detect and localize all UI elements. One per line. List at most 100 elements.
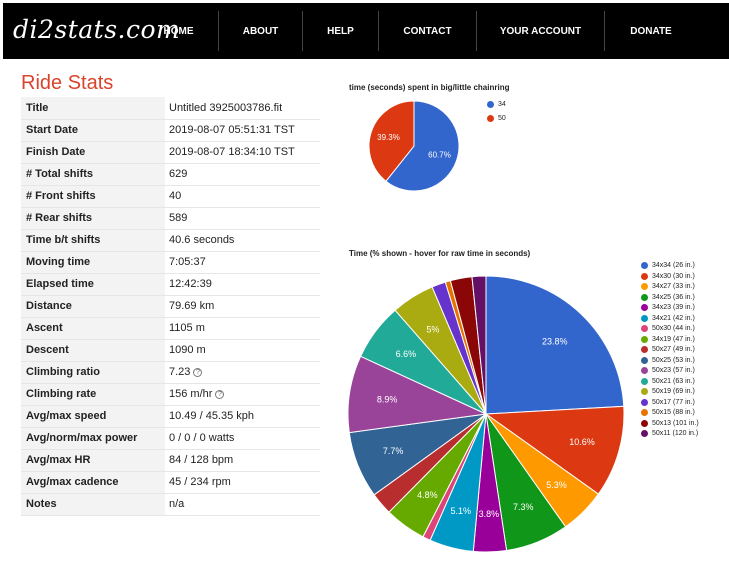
pie-slice[interactable] [385, 100, 460, 192]
ride-stats-panel: Ride Stats Title Untitled 3925003786.fit S… [0, 59, 340, 576]
stat-value: 7:05:37 [169, 256, 206, 268]
site-logo[interactable]: di2stats.com [13, 15, 181, 44]
stat-label: Time b/t shifts [21, 229, 165, 252]
stat-value: 2019-08-07 05:51:31 TST [169, 124, 295, 136]
stat-value-cell: 1105 m [165, 317, 320, 340]
stat-label: Start Date [21, 119, 165, 142]
stat-value-cell: n/a [165, 493, 320, 516]
stats-row: Notes n/a [21, 493, 320, 516]
stat-value-cell: 40 [165, 185, 320, 208]
legend-swatch [641, 346, 648, 353]
legend-item[interactable]: 50x13 (101 in.) [641, 419, 699, 427]
stats-row: Avg/max speed 10.49 / 45.35 kph [21, 405, 320, 428]
legend-label: 50x15 (88 in.) [652, 409, 695, 416]
legend-item[interactable]: 34x34 (26 in.) [641, 262, 695, 269]
stat-label: Avg/norm/max power [21, 427, 165, 450]
stat-value: 7.23 [169, 366, 191, 378]
pie-slice[interactable] [368, 100, 415, 182]
slice-label: 10.6% [569, 437, 595, 447]
stat-value: 84 / 128 bpm [169, 454, 234, 466]
stats-row: Time b/t shifts 40.6 seconds [21, 229, 320, 252]
stats-row: Ascent 1105 m [21, 317, 320, 340]
chainring-pie-chart[interactable]: 60.7% 39.3% [340, 93, 729, 233]
pie-slice[interactable] [485, 275, 625, 415]
legend-label: 50x19 (69 in.) [652, 388, 695, 395]
stat-value: 1090 m [169, 344, 206, 356]
legend-item[interactable]: 50x23 (57 in.) [641, 367, 695, 374]
stat-label: Ascent [21, 317, 165, 340]
stat-value-cell: 7:05:37 [165, 251, 320, 274]
legend-item[interactable]: 50x17 (77 in.) [641, 398, 695, 406]
stats-row: Avg/max cadence 45 / 234 rpm [21, 471, 320, 494]
legend-item[interactable]: 50x30 (44 in.) [641, 325, 695, 332]
legend-item[interactable]: 50x25 (53 in.) [641, 356, 695, 364]
stats-row: Finish Date 2019-08-07 18:34:10 TST [21, 141, 320, 164]
stat-label: Climbing rate [21, 383, 165, 406]
stat-value-cell: 79.69 km [165, 295, 320, 318]
stats-row: # Rear shifts 589 [21, 207, 320, 230]
legend-label: 50x11 (120 in.) [652, 430, 699, 437]
stats-row: Climbing rate 156 m/hr? [21, 383, 320, 406]
legend-swatch [641, 325, 648, 332]
nav-donate[interactable]: DONATE [630, 25, 672, 37]
legend-item[interactable]: 34x21 (42 in.) [641, 314, 695, 322]
stat-value: 40 [169, 190, 182, 202]
pie-slice[interactable] [471, 275, 487, 415]
stat-value-cell: 10.49 / 45.35 kph [165, 405, 320, 428]
stats-row: # Total shifts 629 [21, 163, 320, 186]
legend-swatch [487, 101, 494, 108]
help-icon[interactable]: ? [215, 390, 225, 399]
legend-swatch [641, 293, 648, 301]
slice-label: 8.9% [377, 394, 398, 404]
stat-label: # Rear shifts [21, 207, 165, 230]
legend-item[interactable]: 50x21 (63 in.) [641, 377, 695, 385]
legend-item[interactable]: 50x15 (88 in.) [641, 409, 695, 416]
stat-value: 40.6 seconds [169, 234, 235, 246]
legend-item[interactable]: 34x23 (39 in.) [641, 304, 695, 311]
stat-label: Notes [21, 493, 165, 516]
legend-item[interactable]: 50x11 (120 in.) [641, 430, 698, 437]
pie-slice[interactable] [484, 405, 625, 495]
slice-label: 23.8% [542, 336, 568, 346]
nav-help[interactable]: HELP [303, 11, 379, 51]
stat-value: 12:42:39 [169, 278, 212, 290]
legend-label: 34x21 (42 in.) [652, 314, 695, 322]
gear-time-pie-chart[interactable]: 23.8% 10.6% 5.3% 7.3% 3.8% 5.1% 4.8% 7.7% 8.9% 6.… [340, 259, 640, 569]
stat-value-cell: 629 [165, 163, 320, 186]
stats-row: Elapsed time 12:42:39 [21, 273, 320, 296]
legend-label: 50x13 (101 in.) [652, 419, 699, 427]
legend-swatch [641, 388, 648, 395]
legend-swatch [641, 367, 648, 374]
charts-panel: time (seconds) spent in big/little chain… [340, 59, 729, 576]
stat-label: Descent [21, 339, 165, 362]
stat-value-cell: 45 / 234 rpm [165, 471, 320, 494]
legend-label: 34 [498, 101, 506, 108]
legend-item[interactable]: 34x27 (33 in.) [641, 283, 695, 290]
stats-row: Moving time 7:05:37 [21, 251, 320, 274]
page-title: Ride Stats [21, 72, 114, 94]
nav-your-account[interactable]: YOUR ACCOUNT [477, 11, 605, 51]
slice-label: 60.7% [428, 151, 451, 160]
legend-item[interactable]: 50x19 (69 in.) [641, 388, 695, 395]
top-navbar: di2stats.com HOME ABOUT HELP CONTACT YOU… [3, 3, 729, 59]
slice-label: 6.6% [396, 349, 417, 359]
legend-swatch [641, 314, 648, 322]
legend-label: 34x30 (30 in.) [652, 272, 695, 280]
nav-contact[interactable]: CONTACT [379, 11, 477, 51]
nav-home[interactable]: HOME [139, 11, 219, 51]
help-icon[interactable]: ? [193, 368, 203, 377]
legend-item[interactable]: 34x25 (36 in.) [641, 293, 695, 301]
legend-item[interactable]: 34x30 (30 in.) [641, 272, 695, 280]
legend-item[interactable]: 50x27 (49 in.) [641, 346, 695, 353]
stats-row: Title Untitled 3925003786.fit [21, 97, 320, 120]
legend-swatch [641, 272, 648, 280]
stat-label: Avg/max cadence [21, 471, 165, 494]
slice-label: 5% [426, 324, 439, 334]
legend-item[interactable]: 34 [487, 101, 506, 108]
legend-swatch [641, 430, 648, 437]
legend-item[interactable]: 34x19 (47 in.) [641, 335, 695, 343]
legend-label: 50x17 (77 in.) [652, 398, 695, 406]
legend-label: 34x34 (26 in.) [652, 262, 695, 269]
nav-about[interactable]: ABOUT [219, 11, 303, 51]
legend-item[interactable]: 50 [487, 115, 506, 122]
